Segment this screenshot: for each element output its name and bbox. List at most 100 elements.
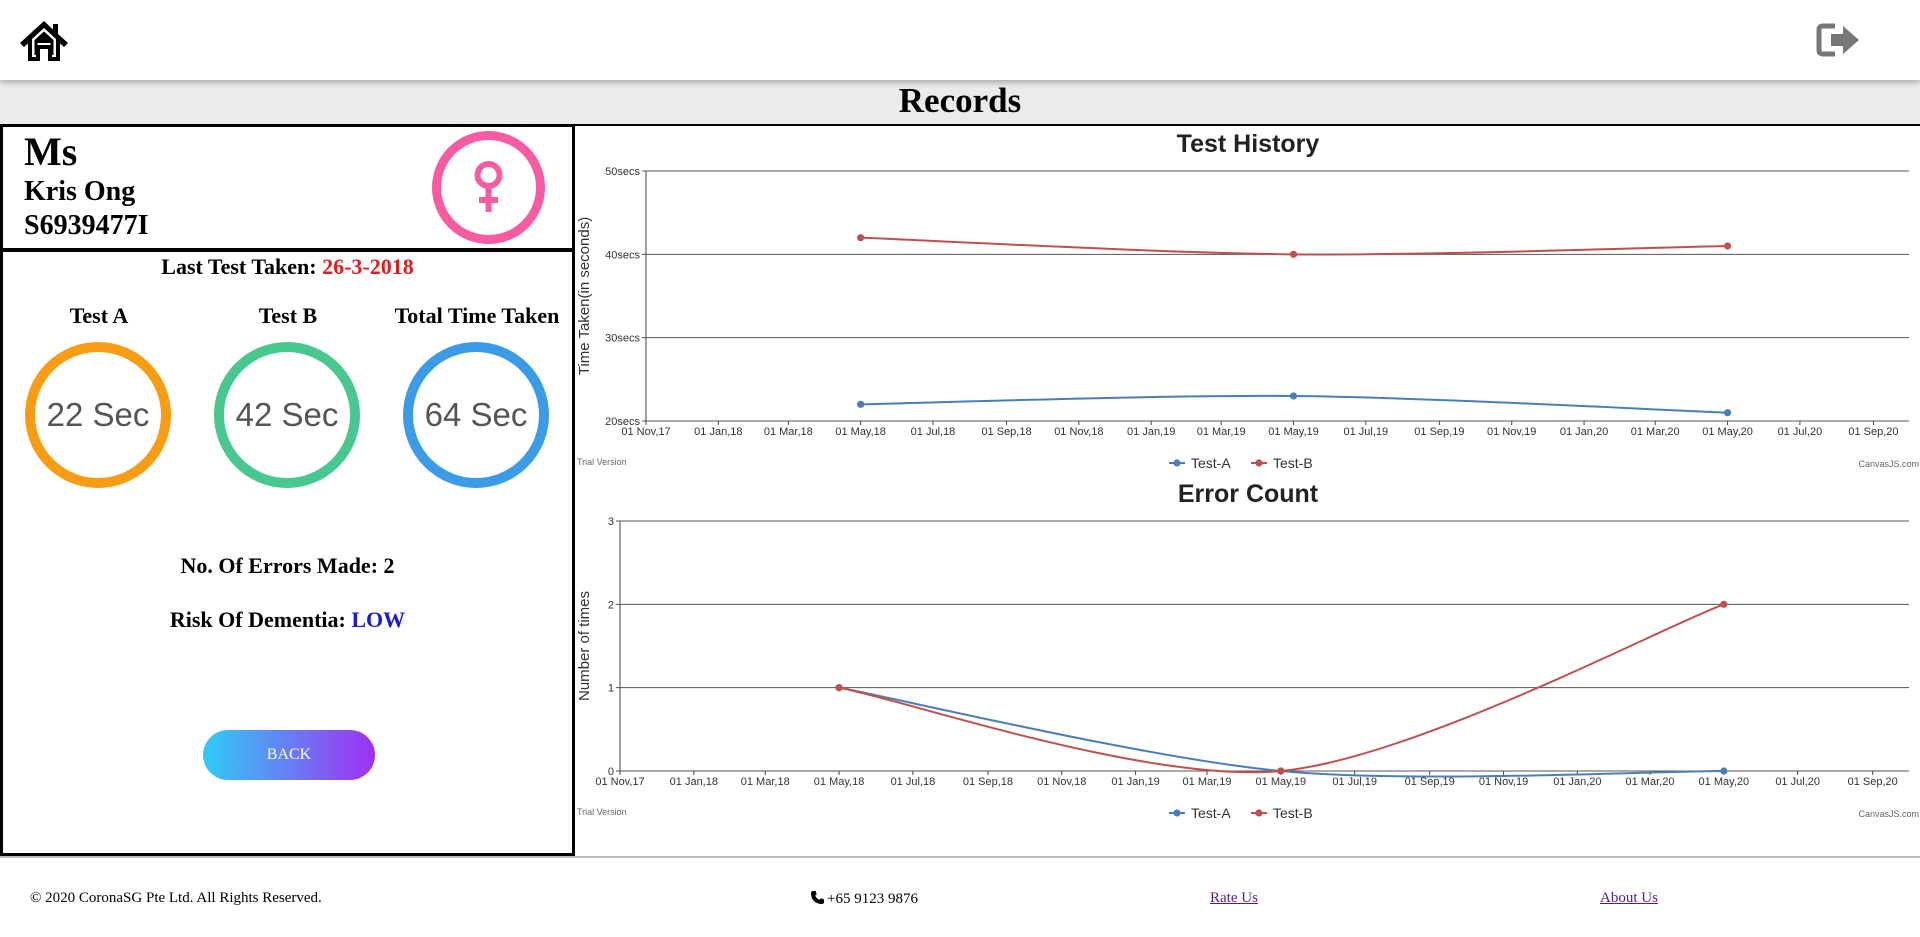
- data-point-test-b[interactable]: [1289, 250, 1298, 258]
- trial-watermark: Trial Version: [577, 807, 627, 817]
- page-title-bar: Records: [0, 80, 1920, 124]
- data-point-test-b[interactable]: [1277, 767, 1285, 775]
- x-tick-label: 01 Sep,19: [1414, 426, 1464, 438]
- about-us-link[interactable]: About Us: [1600, 890, 1658, 906]
- x-tick-label: 01 Mar,20: [1626, 776, 1675, 788]
- patient-profile: Ms Kris Ong S6939477I: [3, 127, 572, 252]
- x-tick-label: 01 Sep,20: [1848, 776, 1898, 788]
- test-a-value: 22 Sec: [46, 396, 150, 433]
- charts-panel: Test History 20secs 30secs 40secs 50secs Time…: [574, 124, 1920, 856]
- series-line-test-a: [838, 686, 1724, 778]
- sign-out-icon[interactable]: [1815, 20, 1863, 60]
- chart-title: Error Count: [1178, 480, 1319, 508]
- y-tick-label: 30secs: [605, 333, 640, 345]
- x-tick-label: 01 Jan,19: [1111, 776, 1159, 788]
- data-point-test-b[interactable]: [1723, 242, 1732, 250]
- x-tick-label: 01 Jan,20: [1560, 426, 1608, 438]
- page-title: Records: [898, 81, 1022, 120]
- test-history-chart: Test History 20secs 30secs 40secs 50secs Time…: [576, 130, 1919, 471]
- x-tick-label: 01 May,18: [835, 426, 886, 438]
- x-tick-label: 01 May,19: [1256, 776, 1307, 788]
- x-tick-label: 01 Jan,18: [694, 426, 742, 438]
- total-time-label: Total Time Taken: [394, 303, 560, 328]
- patient-salutation: Ms: [24, 129, 78, 174]
- y-axis-label: Time Taken(in seconds): [576, 217, 593, 375]
- dementia-risk: Risk Of Dementia: LOW: [3, 607, 572, 633]
- x-tick-label: 01 Sep,19: [1405, 776, 1455, 788]
- copyright-text: © 2020 CoronaSG Pte Ltd. All Rights Rese…: [30, 890, 322, 906]
- x-tick-label: 01 May,18: [814, 776, 865, 788]
- last-test-taken: Last Test Taken: 26-3-2018: [3, 254, 572, 280]
- footer: © 2020 CoronaSG Pte Ltd. All Rights Rese…: [0, 856, 1920, 937]
- home-icon[interactable]: [18, 18, 70, 64]
- error-count-chart: Error Count 0 1 2 3 Number of times 01 Nov,17 0…: [576, 480, 1919, 821]
- test-a-label: Test A: [69, 303, 129, 328]
- canvasjs-watermark: CanvasJS.com: [1858, 809, 1919, 819]
- legend-marker: [1173, 459, 1181, 467]
- x-tick-label: 01 Sep,18: [981, 426, 1031, 438]
- errors-made: No. Of Errors Made: 2: [3, 553, 572, 579]
- data-point-test-a[interactable]: [1289, 392, 1298, 400]
- x-tick-label: 01 Mar,19: [1183, 776, 1232, 788]
- canvasjs-watermark: CanvasJS.com: [1858, 459, 1919, 469]
- series-line-test-b: [838, 603, 1725, 774]
- x-tick-label: 01 May,20: [1702, 426, 1753, 438]
- patient-nric: S6939477I: [24, 210, 149, 241]
- trial-watermark: Trial Version: [577, 457, 627, 467]
- risk-value: LOW: [351, 607, 406, 632]
- x-tick-label: 01 Jan,18: [670, 776, 718, 788]
- x-tick-label: 01 May,19: [1268, 426, 1319, 438]
- x-tick-label: 01 Jan,19: [1127, 426, 1175, 438]
- phone-contact: +65 9123 9876: [810, 890, 918, 908]
- x-tick-label: 01 Jan,20: [1553, 776, 1601, 788]
- y-tick-label: 40secs: [605, 249, 640, 261]
- x-tick-label: 01 Jul,18: [911, 426, 956, 438]
- x-tick-label: 01 Mar,18: [741, 776, 790, 788]
- patient-name: Kris Ong: [24, 176, 136, 207]
- x-tick-label: 01 Nov,19: [1479, 776, 1528, 788]
- last-test-label: Last Test Taken:: [161, 254, 317, 279]
- female-symbol-icon: [431, 130, 546, 245]
- legend-label[interactable]: Test-A: [1191, 455, 1231, 471]
- x-tick-label: 01 Nov,17: [595, 776, 644, 788]
- data-point-test-b[interactable]: [857, 234, 865, 242]
- x-tick-label: 01 Mar,20: [1631, 426, 1680, 438]
- legend-label[interactable]: Test-A: [1191, 805, 1231, 821]
- last-test-date: 26-3-2018: [322, 254, 414, 279]
- legend-marker: [1255, 809, 1263, 817]
- x-tick-label: 01 Jul,20: [1778, 426, 1823, 438]
- y-axis-label: Number of times: [576, 591, 593, 701]
- x-tick-label: 01 Mar,18: [764, 426, 813, 438]
- chart-title: Test History: [1177, 130, 1320, 158]
- top-navbar: [0, 0, 1920, 80]
- x-tick-label: 01 Sep,18: [963, 776, 1013, 788]
- data-point-test-a[interactable]: [1720, 767, 1728, 775]
- back-button[interactable]: BACK: [203, 730, 375, 780]
- error-count-chart-container: Error Count 0 1 2 3 Number of times 01 Nov,17 0…: [575, 476, 1920, 826]
- legend-label[interactable]: Test-B: [1273, 455, 1313, 471]
- patient-summary-panel: Ms Kris Ong S6939477I Last Test Taken: 2…: [0, 124, 575, 856]
- y-tick-label: 0: [608, 766, 614, 778]
- x-tick-label: 01 Nov,19: [1487, 426, 1536, 438]
- total-time-ring: 64 Sec: [403, 342, 549, 488]
- phone-number: +65 9123 9876: [827, 891, 918, 907]
- phone-icon: [810, 890, 825, 905]
- legend-label[interactable]: Test-B: [1273, 805, 1313, 821]
- x-tick-label: 01 May,20: [1699, 776, 1750, 788]
- x-tick-label: 01 Jul,20: [1775, 776, 1820, 788]
- data-point-test-b[interactable]: [835, 684, 843, 692]
- data-point-test-a[interactable]: [857, 400, 865, 408]
- x-tick-label: 01 Nov,17: [621, 426, 670, 438]
- rate-us-link[interactable]: Rate Us: [1210, 890, 1258, 906]
- y-tick-label: 1: [608, 683, 614, 695]
- legend-marker: [1255, 459, 1263, 467]
- data-point-test-b[interactable]: [1720, 600, 1728, 608]
- x-tick-label: 01 Nov,18: [1054, 426, 1103, 438]
- y-tick-label: 2: [608, 599, 614, 611]
- test-a-time-ring: 22 Sec: [25, 342, 171, 488]
- test-b-time-ring: 42 Sec: [214, 342, 360, 488]
- x-tick-label: 01 Sep,20: [1848, 426, 1898, 438]
- y-tick-label: 50secs: [605, 166, 640, 178]
- test-history-chart-container: Test History 20secs 30secs 40secs 50secs Time…: [575, 126, 1920, 476]
- data-point-test-a[interactable]: [1723, 409, 1732, 417]
